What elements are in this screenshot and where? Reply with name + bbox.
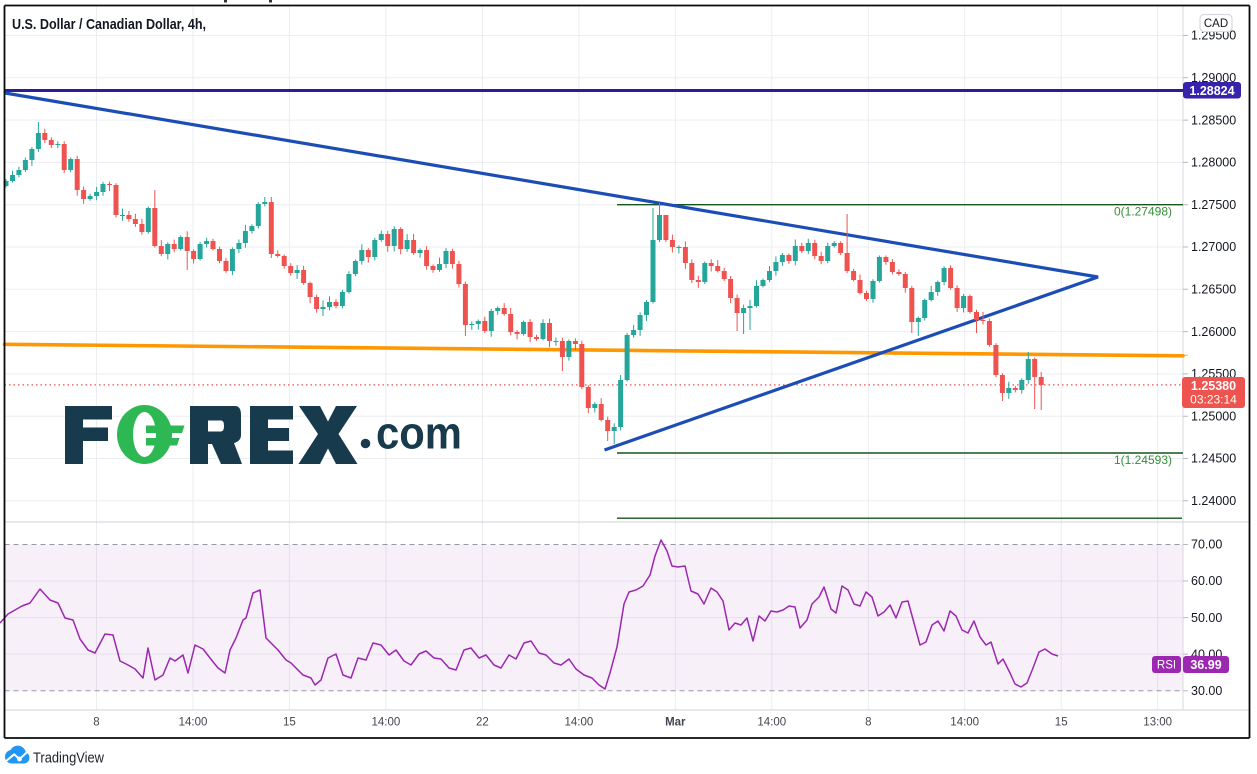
svg-text:03:23:14: 03:23:14	[1190, 393, 1237, 407]
svg-text:1.27000: 1.27000	[1191, 240, 1236, 254]
svg-text:14:00: 14:00	[179, 717, 208, 729]
svg-text:8: 8	[865, 717, 871, 729]
svg-text:1.24500: 1.24500	[1191, 452, 1236, 466]
svg-text:1.29500: 1.29500	[1191, 29, 1236, 43]
svg-text:15: 15	[283, 717, 296, 729]
svg-text:14:00: 14:00	[950, 717, 979, 729]
svg-text:1.29000: 1.29000	[1191, 71, 1236, 85]
svg-text:13:00: 13:00	[1143, 717, 1172, 729]
svg-text:1.28000: 1.28000	[1191, 156, 1236, 170]
svg-text:1(1.24593): 1(1.24593)	[1114, 453, 1172, 467]
svg-text:1.28500: 1.28500	[1191, 113, 1236, 127]
svg-text:14:00: 14:00	[757, 717, 786, 729]
svg-text:1.26500: 1.26500	[1191, 283, 1236, 297]
svg-text:1.26000: 1.26000	[1191, 325, 1236, 339]
svg-text:CAD: CAD	[1204, 18, 1228, 30]
svg-text:50.00: 50.00	[1191, 611, 1222, 625]
svg-text:30.00: 30.00	[1191, 684, 1222, 698]
svg-text:TradingView: TradingView	[33, 751, 104, 767]
svg-text:1.24000: 1.24000	[1191, 494, 1236, 508]
svg-text:com: com	[376, 408, 462, 459]
svg-text:1.25000: 1.25000	[1191, 409, 1236, 423]
svg-text:14:00: 14:00	[372, 717, 401, 729]
svg-text:22: 22	[476, 717, 489, 729]
svg-text:15: 15	[1055, 717, 1068, 729]
svg-text:1.25380: 1.25380	[1191, 379, 1236, 393]
svg-text:8: 8	[93, 717, 99, 729]
svg-text:RSI: RSI	[1157, 660, 1176, 672]
svg-text:14:00: 14:00	[565, 717, 594, 729]
svg-text:U.S. Dollar / Canadian Dollar,: U.S. Dollar / Canadian Dollar, 4h,	[12, 16, 206, 33]
svg-text:70.00: 70.00	[1191, 538, 1222, 552]
svg-text:60.00: 60.00	[1191, 574, 1222, 588]
svg-text:0(1.27498): 0(1.27498)	[1114, 205, 1172, 219]
svg-text:36.99: 36.99	[1190, 658, 1221, 672]
svg-text:Mar: Mar	[665, 717, 686, 729]
svg-text:1.27500: 1.27500	[1191, 198, 1236, 212]
svg-text:1.28824: 1.28824	[1189, 84, 1234, 98]
